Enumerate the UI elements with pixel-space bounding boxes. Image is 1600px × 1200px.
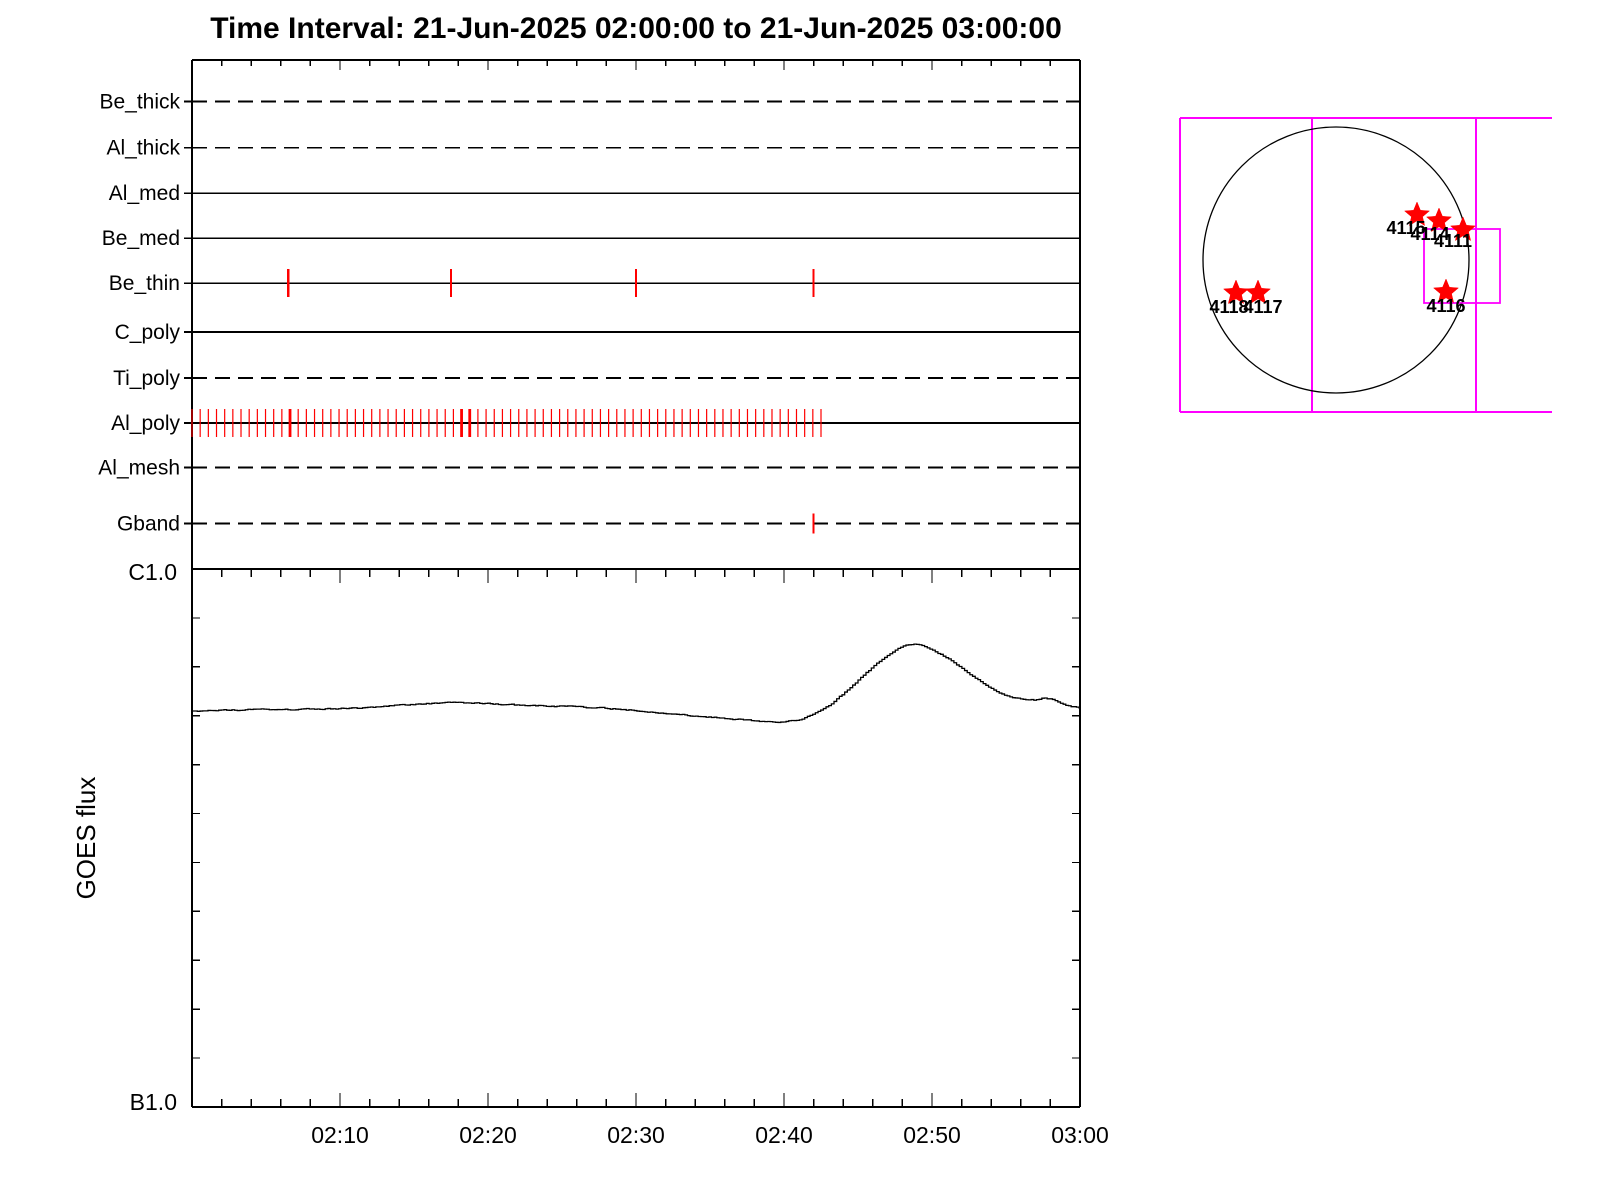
svg-text:02:40: 02:40 — [755, 1122, 813, 1148]
svg-text:Al_mesh: Al_mesh — [98, 456, 180, 479]
svg-text:02:50: 02:50 — [903, 1122, 961, 1148]
svg-text:Gband: Gband — [117, 512, 180, 535]
svg-text:4117: 4117 — [1243, 297, 1282, 317]
svg-text:03:00: 03:00 — [1051, 1122, 1109, 1148]
svg-text:Be_med: Be_med — [102, 227, 180, 250]
svg-text:02:10: 02:10 — [311, 1122, 369, 1148]
svg-text:C_poly: C_poly — [115, 321, 181, 344]
svg-text:GOES flux: GOES flux — [71, 777, 101, 900]
svg-text:4116: 4116 — [1426, 296, 1465, 316]
svg-text:Ti_poly: Ti_poly — [113, 367, 180, 390]
svg-text:Al_poly: Al_poly — [111, 412, 180, 435]
svg-text:Al_med: Al_med — [109, 182, 180, 205]
svg-text:02:20: 02:20 — [459, 1122, 517, 1148]
svg-text:4111: 4111 — [1434, 231, 1472, 251]
svg-text:C1.0: C1.0 — [128, 559, 177, 585]
svg-text:Be_thin: Be_thin — [109, 272, 180, 295]
svg-text:Time Interval: 21-Jun-2025 02:: Time Interval: 21-Jun-2025 02:00:00 to 2… — [210, 12, 1062, 45]
svg-text:Al_thick: Al_thick — [106, 137, 180, 160]
svg-text:B1.0: B1.0 — [130, 1089, 177, 1115]
svg-text:Be_thick: Be_thick — [99, 91, 180, 114]
svg-text:02:30: 02:30 — [607, 1122, 665, 1148]
